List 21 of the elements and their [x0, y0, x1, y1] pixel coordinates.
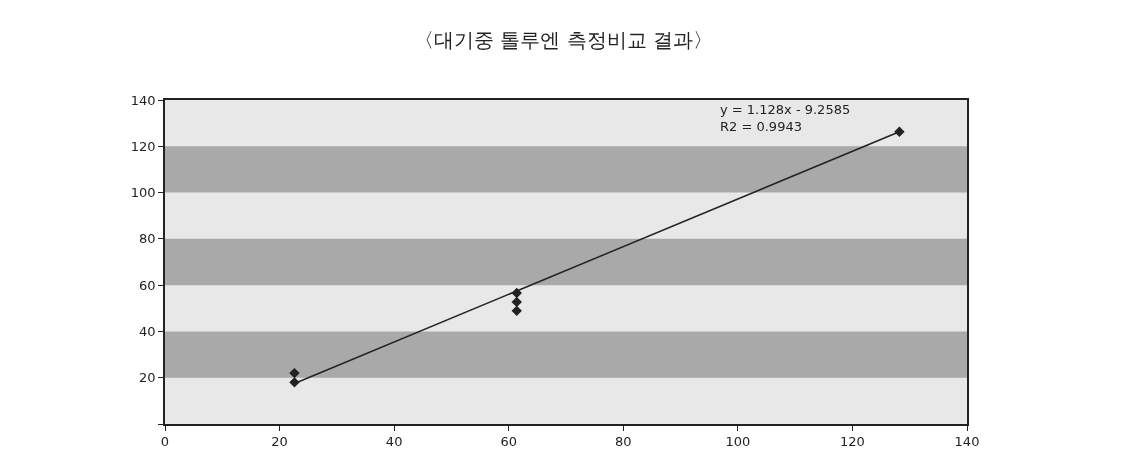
chart-title: 〈대기중 톨루엔 측정비교 결과〉 [413, 28, 714, 53]
y-tick-label: 80 [139, 231, 156, 247]
y-tick-label: 40 [139, 323, 156, 339]
y-tick-label: 140 [130, 92, 156, 108]
point [511, 296, 522, 308]
point [511, 305, 522, 317]
x-tick-label: 0 [160, 434, 170, 450]
x-tick-label: 80 [615, 434, 632, 450]
x-tick-label: 40 [385, 434, 403, 450]
y-tick-label: 120 [130, 138, 156, 154]
y-tick-label: 100 [130, 185, 156, 201]
point [289, 367, 300, 379]
x-tick-label: 60 [500, 434, 517, 450]
x-tick-label: 100 [725, 434, 751, 450]
y-tick-label: 20 [139, 370, 156, 386]
y-tick-label: 60 [139, 277, 156, 293]
x-tick-label: 120 [840, 434, 865, 450]
x-tick-label: 20 [271, 434, 288, 450]
x-tick-label: 140 [954, 434, 980, 450]
point [894, 126, 905, 137]
annotation: y = 1.128x - 9.2585 R2 = 0.9943 [720, 102, 851, 134]
